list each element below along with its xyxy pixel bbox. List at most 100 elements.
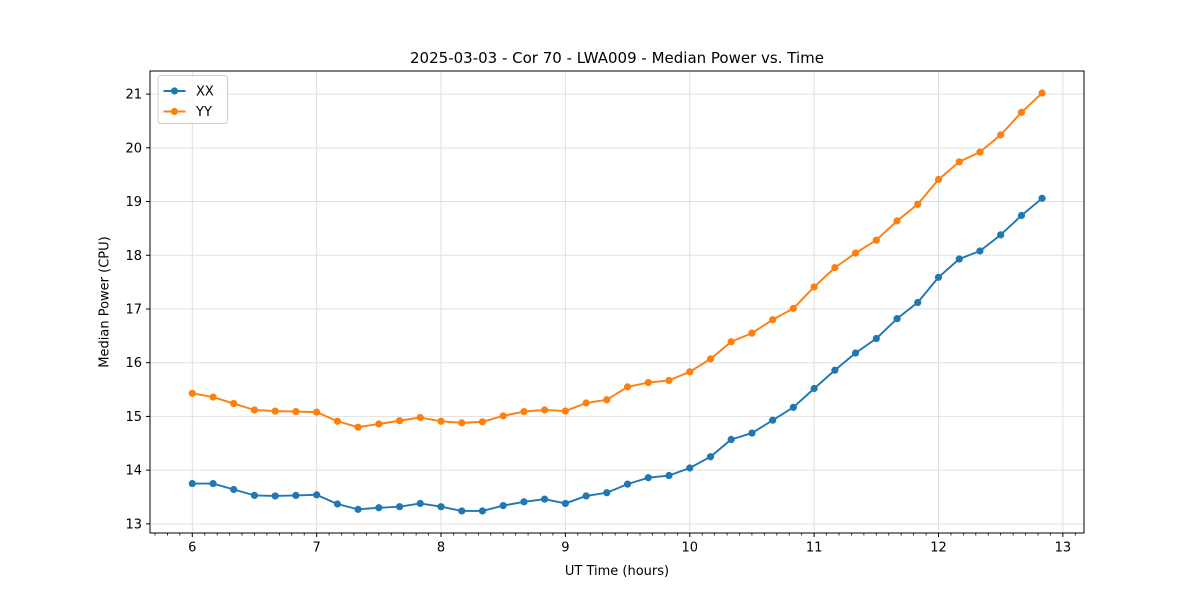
data-point-YY bbox=[748, 329, 756, 337]
data-point-XX bbox=[209, 479, 217, 488]
data-point-XX bbox=[230, 485, 238, 494]
grid-lines bbox=[150, 71, 1084, 533]
y-tick-label: 20 bbox=[125, 141, 142, 156]
data-point-YY bbox=[209, 393, 217, 401]
data-point-YY bbox=[541, 406, 549, 414]
data-point-YY bbox=[520, 407, 528, 416]
legend-entry-XX: XX bbox=[163, 85, 214, 100]
legend: XX YY bbox=[157, 75, 228, 124]
data-point-YY bbox=[1017, 108, 1026, 116]
data-point-XX bbox=[789, 403, 797, 411]
data-point-XX bbox=[478, 507, 487, 515]
data-point-YY bbox=[893, 217, 901, 225]
data-point-YY bbox=[1038, 89, 1046, 97]
data-point-XX bbox=[250, 491, 259, 499]
data-point-XX bbox=[686, 464, 694, 472]
data-point-YY bbox=[789, 304, 797, 313]
x-tick-label: 9 bbox=[561, 541, 569, 556]
data-point-XX bbox=[727, 435, 735, 444]
data-point-YY bbox=[478, 418, 487, 426]
data-point-YY bbox=[416, 413, 424, 422]
series-YY bbox=[188, 89, 1046, 431]
data-point-YY bbox=[603, 396, 611, 404]
data-point-YY bbox=[810, 283, 818, 291]
chart-title: 2025-03-03 - Cor 70 - LWA009 - Median Po… bbox=[410, 49, 824, 67]
data-point-XX bbox=[769, 416, 777, 424]
plot-border bbox=[149, 70, 1085, 534]
data-point-YY bbox=[851, 249, 860, 257]
data-point-XX bbox=[499, 502, 507, 510]
x-tick-label: 10 bbox=[681, 541, 698, 556]
data-point-YY bbox=[499, 412, 507, 420]
data-point-XX bbox=[914, 298, 922, 307]
x-tick-label: 6 bbox=[188, 541, 196, 556]
legend-marker-icon bbox=[170, 107, 179, 116]
legend-label: YY bbox=[195, 105, 212, 120]
data-point-XX bbox=[934, 273, 943, 281]
data-point-YY bbox=[375, 420, 383, 428]
data-point-YY bbox=[644, 378, 652, 387]
data-point-YY bbox=[706, 355, 715, 363]
y-tick-label: 17 bbox=[125, 302, 142, 317]
legend-marker-icon bbox=[170, 87, 179, 95]
data-point-XX bbox=[851, 349, 860, 357]
data-point-YY bbox=[188, 389, 196, 397]
x-axis-label: UT Time (hours) bbox=[564, 564, 670, 579]
data-point-YY bbox=[997, 131, 1005, 139]
data-point-XX bbox=[188, 479, 196, 488]
data-point-YY bbox=[230, 399, 238, 408]
series-line-XX bbox=[192, 197, 1043, 512]
x-tick-label: 12 bbox=[930, 541, 947, 556]
data-point-XX bbox=[561, 499, 569, 508]
data-point-YY bbox=[582, 399, 590, 407]
data-point-XX bbox=[893, 315, 901, 323]
data-point-YY bbox=[561, 407, 569, 415]
data-point-YY bbox=[872, 236, 880, 244]
data-point-XX bbox=[976, 247, 984, 255]
data-point-XX bbox=[333, 500, 342, 508]
data-point-YY bbox=[250, 406, 259, 414]
data-point-XX bbox=[665, 471, 673, 480]
data-point-XX bbox=[872, 334, 880, 343]
x-axis-ticks: 6 7 8 9 10 11 12 13 bbox=[188, 533, 1071, 556]
series-line-YY bbox=[192, 92, 1043, 429]
y-tick-label: 18 bbox=[125, 249, 142, 264]
y-tick-label: 14 bbox=[125, 464, 142, 479]
data-point-YY bbox=[831, 264, 839, 272]
data-point-XX bbox=[582, 492, 590, 500]
x-tick-label: 7 bbox=[313, 541, 321, 556]
legend-label: XX bbox=[196, 85, 214, 100]
data-point-YY bbox=[292, 407, 300, 416]
data-point-XX bbox=[541, 495, 549, 503]
data-point-XX bbox=[375, 504, 383, 512]
data-point-XX bbox=[458, 507, 466, 515]
y-tick-label: 15 bbox=[125, 410, 142, 425]
data-point-XX bbox=[706, 453, 715, 461]
data-point-XX bbox=[292, 491, 300, 499]
data-point-YY bbox=[686, 368, 694, 376]
data-point-XX bbox=[416, 499, 424, 508]
data-point-YY bbox=[934, 175, 943, 184]
data-point-YY bbox=[769, 316, 777, 324]
data-point-XX bbox=[396, 503, 404, 511]
data-point-XX bbox=[1038, 194, 1046, 202]
data-point-XX bbox=[748, 429, 756, 437]
data-point-YY bbox=[333, 417, 342, 425]
x-tick-label: 8 bbox=[437, 541, 445, 556]
y-tick-label: 16 bbox=[125, 356, 142, 371]
data-point-XX bbox=[997, 231, 1005, 239]
series-XX bbox=[188, 194, 1046, 515]
data-point-XX bbox=[520, 498, 528, 506]
data-point-YY bbox=[437, 417, 445, 425]
data-point-YY bbox=[458, 419, 466, 427]
data-point-YY bbox=[396, 417, 404, 425]
data-point-YY bbox=[665, 376, 673, 385]
legend-entry-YY: YY bbox=[163, 105, 212, 120]
y-tick-label: 21 bbox=[125, 88, 142, 103]
data-point-XX bbox=[955, 255, 963, 263]
data-point-YY bbox=[976, 148, 984, 156]
data-point-XX bbox=[1017, 211, 1026, 220]
x-tick-label: 11 bbox=[806, 541, 823, 556]
